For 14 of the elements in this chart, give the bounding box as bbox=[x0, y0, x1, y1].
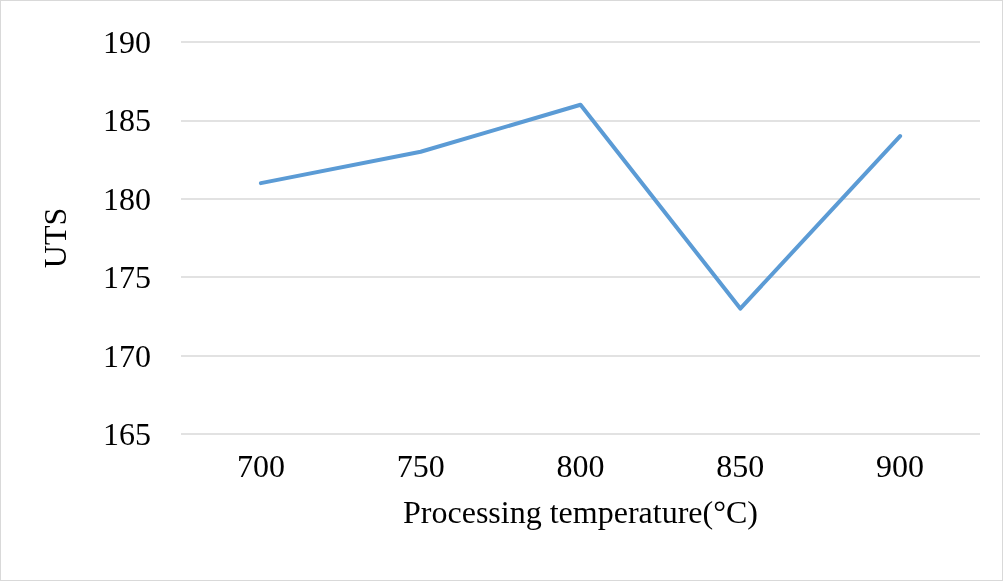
y-axis-title: UTS bbox=[37, 207, 73, 269]
y-tick-label: 190 bbox=[103, 24, 151, 60]
line-series bbox=[258, 102, 903, 311]
y-tick-label: 185 bbox=[103, 102, 151, 139]
y-tick-label: 175 bbox=[103, 259, 151, 296]
y-tick-label: 170 bbox=[103, 337, 151, 374]
x-tick-label: 750 bbox=[396, 448, 445, 484]
y-tick-label: 165 bbox=[103, 416, 151, 452]
x-tick-label: 700 bbox=[236, 448, 285, 484]
x-tick-label: 800 bbox=[556, 448, 605, 484]
x-tick-label: 900 bbox=[876, 448, 925, 484]
y-tick-label: 180 bbox=[103, 180, 151, 217]
x-axis-title: Processing temperature(°C) bbox=[403, 494, 758, 530]
x-tick-label: 850 bbox=[716, 448, 765, 484]
